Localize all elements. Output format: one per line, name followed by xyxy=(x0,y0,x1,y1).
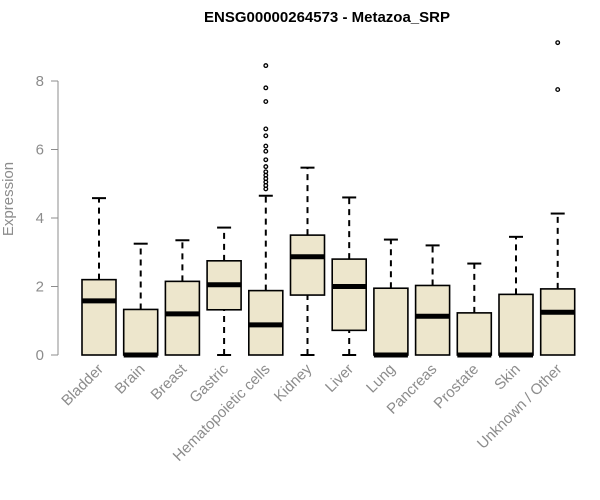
x-tick-label: Lung xyxy=(363,361,399,397)
y-axis: 0 2 4 6 8 xyxy=(36,73,59,364)
outlier-point xyxy=(263,157,269,163)
box-gastric xyxy=(206,226,242,356)
x-tick-label: Brain xyxy=(112,361,149,398)
x-tick-label: Skin xyxy=(491,361,524,394)
x-tick-label: Bladder xyxy=(58,361,107,410)
boxes-layer xyxy=(81,40,576,358)
outlier-point xyxy=(263,164,269,170)
outlier-point xyxy=(263,143,269,149)
chart-title: ENSG00000264573 - Metazoa_SRP xyxy=(204,9,450,26)
iqr-box xyxy=(289,234,326,296)
iqr-box xyxy=(498,293,534,356)
outlier-point xyxy=(263,133,269,139)
outlier-point xyxy=(263,148,269,154)
y-tick-label: 2 xyxy=(36,279,44,296)
outlier-point xyxy=(263,126,269,132)
iqr-box xyxy=(81,278,117,356)
outlier-point xyxy=(263,169,269,175)
outlier-point xyxy=(263,85,269,91)
box-bladder xyxy=(81,197,117,356)
outlier-point xyxy=(263,63,269,69)
x-tick-label: Breast xyxy=(148,360,191,403)
box-hematopoietic-cells xyxy=(248,63,284,356)
box-skin xyxy=(498,235,534,358)
y-tick-label: 0 xyxy=(36,347,44,364)
outlier-point xyxy=(555,87,561,93)
iqr-box xyxy=(414,284,451,356)
box-liver xyxy=(331,196,368,356)
outlier-point xyxy=(555,40,561,46)
iqr-box xyxy=(122,308,159,356)
box-lung xyxy=(373,238,409,358)
iqr-box xyxy=(456,312,493,356)
y-tick-label: 8 xyxy=(36,73,44,90)
x-tick-label: Kidney xyxy=(271,360,316,405)
x-tick-label: Liver xyxy=(322,361,357,396)
y-axis-label: Expression xyxy=(0,162,17,236)
box-breast xyxy=(164,239,201,356)
iqr-box xyxy=(539,288,576,356)
outlier-point xyxy=(263,99,269,104)
x-tick-label: Prostate xyxy=(431,361,483,413)
iqr-box xyxy=(373,287,409,356)
box-brain xyxy=(122,242,159,358)
box-pancreas xyxy=(414,244,451,356)
y-tick-label: 4 xyxy=(36,210,44,227)
iqr-box xyxy=(331,258,368,332)
y-tick-label: 6 xyxy=(36,142,44,159)
box-unknown-other xyxy=(539,40,576,356)
box-prostate xyxy=(456,262,493,358)
box-kidney xyxy=(289,166,326,356)
iqr-box xyxy=(164,280,201,356)
